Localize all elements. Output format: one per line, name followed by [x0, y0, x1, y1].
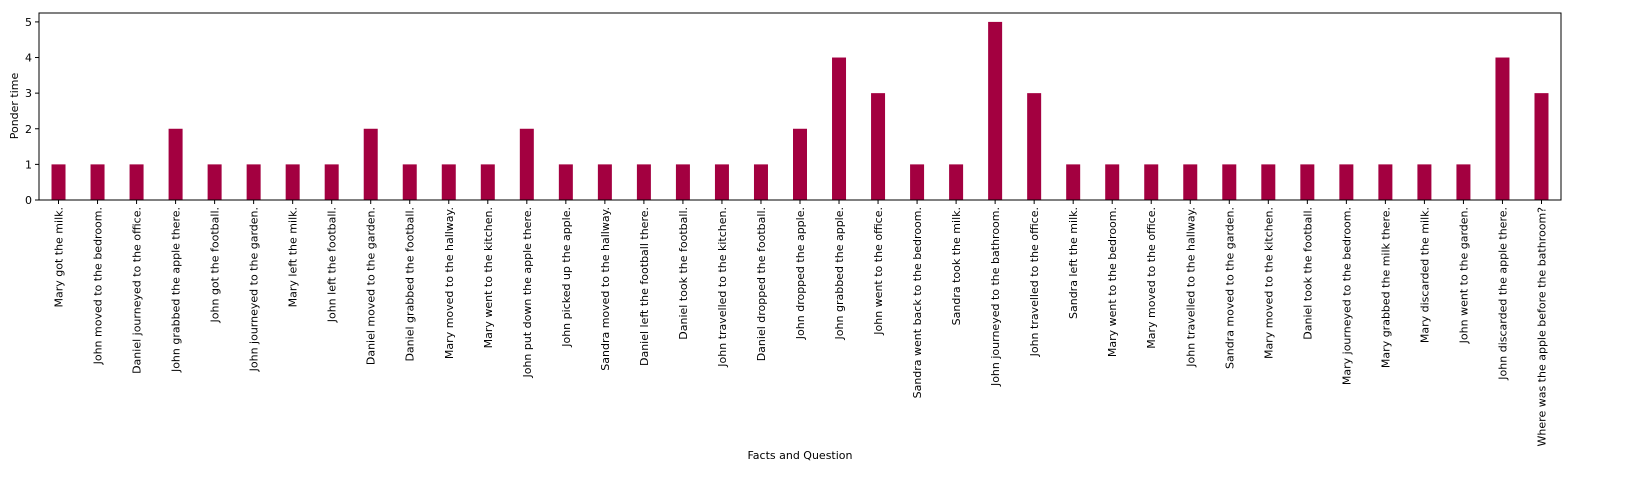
y-tick-label: 5: [25, 16, 32, 29]
bar: [597, 164, 612, 200]
bar: [753, 164, 768, 200]
bar: [168, 128, 183, 200]
bar: [1417, 164, 1432, 200]
bar: [129, 164, 144, 200]
bar: [246, 164, 261, 200]
x-tick-label: Daniel took the football.: [1301, 207, 1314, 340]
x-tick-label: Daniel grabbed the football.: [404, 207, 417, 362]
x-tick-label: John dropped the apple.: [794, 207, 807, 340]
bar: [402, 164, 417, 200]
x-tick-label: John moved to the bedroom.: [92, 207, 105, 365]
y-tick-label: 0: [25, 194, 32, 207]
x-tick-label: John grabbed the apple there.: [170, 207, 183, 373]
bar: [636, 164, 651, 200]
bar: [675, 164, 690, 200]
x-tick-label: John got the football.: [209, 207, 222, 323]
bar: [1222, 164, 1237, 200]
x-tick-label: John grabbed the apple.: [833, 207, 846, 340]
x-tick-label: John left the football.: [326, 207, 339, 323]
y-tick-label: 2: [25, 123, 32, 136]
x-tick-label: Sandra went back to the bedroom.: [911, 207, 924, 398]
x-tick-label: Daniel moved to the garden.: [365, 207, 378, 365]
bar: [363, 128, 378, 200]
bar: [519, 128, 534, 200]
bar: [1378, 164, 1393, 200]
x-tick-label: John picked up the apple.: [560, 207, 573, 348]
x-tick-label: Mary moved to the office.: [1145, 207, 1158, 349]
x-tick-label: John put down the apple there.: [521, 207, 534, 379]
x-tick-label: Daniel journeyed to the office.: [131, 207, 144, 374]
x-tick-label: Daniel dropped the football.: [755, 207, 768, 361]
bar: [1183, 164, 1198, 200]
bar: [324, 164, 339, 200]
y-tick-label: 1: [25, 158, 32, 171]
plot-frame: [38, 12, 1562, 201]
bar: [1300, 164, 1315, 200]
x-tick-label: Daniel took the football.: [677, 207, 690, 340]
y-axis-label: Ponder time: [8, 72, 21, 139]
bar: [1339, 164, 1354, 200]
x-tick-label: Mary got the milk.: [53, 207, 66, 308]
bar: [441, 164, 456, 200]
bar: [1534, 93, 1549, 200]
bar: [285, 164, 300, 200]
bar: [1144, 164, 1159, 200]
y-tick-label: 4: [25, 52, 32, 65]
x-tick-label: Mary moved to the hallway.: [443, 207, 456, 359]
x-tick-label: Mary discarded the milk.: [1418, 207, 1431, 343]
x-tick-label: Sandra moved to the hallway.: [599, 207, 612, 371]
bar: [949, 164, 964, 200]
bar: [1027, 93, 1042, 200]
bar: [558, 164, 573, 200]
x-tick-label: Mary went to the bedroom.: [1106, 207, 1119, 357]
x-tick-label: Daniel left the football there.: [638, 207, 651, 366]
x-tick-label: John travelled to the office.: [1028, 207, 1041, 357]
bar: [90, 164, 105, 200]
bar: [832, 57, 847, 201]
x-tick-label: Mary grabbed the milk there.: [1379, 207, 1392, 368]
bar: [1066, 164, 1081, 200]
bar: [793, 128, 807, 200]
x-tick-label: Mary left the milk.: [287, 207, 300, 307]
bar: [1105, 164, 1120, 200]
bar: [1495, 57, 1510, 201]
x-tick-label: Sandra took the milk.: [950, 207, 963, 325]
bar: [1456, 164, 1471, 200]
x-tick-label: Mary journeyed to the bedroom.: [1340, 207, 1353, 385]
bar: [51, 164, 66, 200]
x-tick-label: Sandra moved to the garden.: [1223, 207, 1236, 369]
x-tick-label: Where was the apple before the bathroom?: [1535, 207, 1548, 447]
bar: [871, 93, 886, 200]
x-tick-label: John went to the garden.: [1457, 207, 1470, 344]
x-tick-label: Sandra left the milk.: [1067, 207, 1080, 319]
bar: [988, 21, 1003, 201]
x-tick-label: John journeyed to the garden.: [248, 207, 261, 372]
x-axis-label: Facts and Question: [747, 449, 852, 462]
bar: [1261, 164, 1276, 200]
bar: [910, 164, 925, 200]
x-tick-label: Mary moved to the kitchen.: [1262, 207, 1275, 359]
x-tick-label: Mary went to the kitchen.: [482, 207, 495, 348]
x-tick-label: John journeyed to the bathroom.: [989, 207, 1002, 387]
bar: [714, 164, 729, 200]
x-tick-label: John travelled to the hallway.: [1184, 207, 1197, 368]
x-tick-label: John discarded the apple there.: [1496, 207, 1509, 381]
x-tick-label: John travelled to the kitchen.: [716, 207, 729, 368]
y-tick-label: 3: [25, 87, 32, 100]
bar: [207, 164, 222, 200]
bar: [480, 164, 495, 200]
x-tick-label: John went to the office.: [872, 207, 885, 336]
